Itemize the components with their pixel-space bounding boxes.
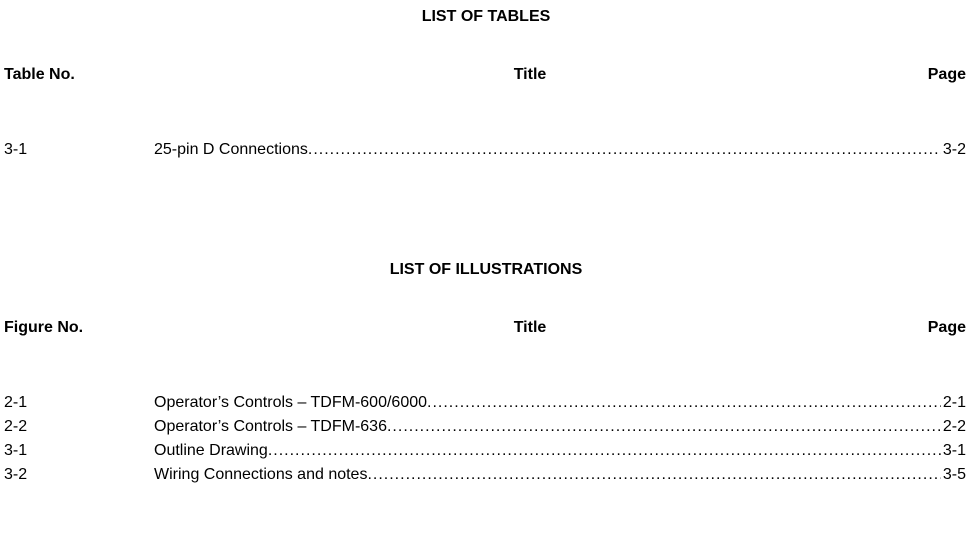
entry-title: Outline Drawing — [154, 440, 268, 462]
entry-title: Operator’s Controls – TDFM-600/6000 — [154, 392, 427, 414]
illustrations-heading: LIST OF ILLUSTRATIONS — [0, 261, 972, 279]
entry-no: 2-2 — [4, 416, 154, 438]
entry-page: 3-5 — [941, 464, 966, 486]
leader-dots — [367, 464, 940, 486]
leader-dots — [268, 440, 941, 462]
illus-col-title: Title — [154, 319, 906, 337]
tables-header-row: Table No. Title Page — [0, 66, 972, 84]
document-page: LIST OF TABLES Table No. Title Page 3-1 … — [0, 8, 972, 486]
illus-col-page: Page — [906, 319, 972, 337]
entry-page: 2-1 — [941, 392, 966, 414]
table-entry: 3-1 25-pin D Connections 3-2 — [0, 139, 972, 161]
tables-entries: 3-1 25-pin D Connections 3-2 — [0, 139, 972, 161]
entry-page: 3-1 — [941, 440, 966, 462]
figure-entry: 3-1 Outline Drawing 3-1 — [0, 440, 972, 462]
entry-no: 3-1 — [4, 440, 154, 462]
figure-entry: 2-1 Operator’s Controls – TDFM-600/6000 … — [0, 392, 972, 414]
entry-no: 3-1 — [4, 139, 154, 161]
entry-title: Wiring Connections and notes — [154, 464, 367, 486]
tables-col-no: Table No. — [0, 66, 154, 84]
leader-dots — [427, 392, 941, 414]
entry-page: 3-2 — [941, 139, 966, 161]
leader-dots — [308, 139, 941, 161]
tables-col-page: Page — [906, 66, 972, 84]
figure-entry: 3-2 Wiring Connections and notes 3-5 — [0, 464, 972, 486]
leader-dots — [387, 416, 941, 438]
entry-title: 25-pin D Connections — [154, 139, 308, 161]
tables-col-title: Title — [154, 66, 906, 84]
entry-no: 2-1 — [4, 392, 154, 414]
figure-entry: 2-2 Operator’s Controls – TDFM-636 2-2 — [0, 416, 972, 438]
entry-title: Operator’s Controls – TDFM-636 — [154, 416, 387, 438]
illus-entries: 2-1 Operator’s Controls – TDFM-600/6000 … — [0, 392, 972, 486]
entry-page: 2-2 — [941, 416, 966, 438]
illus-header-row: Figure No. Title Page — [0, 319, 972, 337]
tables-heading: LIST OF TABLES — [0, 8, 972, 26]
entry-no: 3-2 — [4, 464, 154, 486]
illus-col-no: Figure No. — [0, 319, 154, 337]
